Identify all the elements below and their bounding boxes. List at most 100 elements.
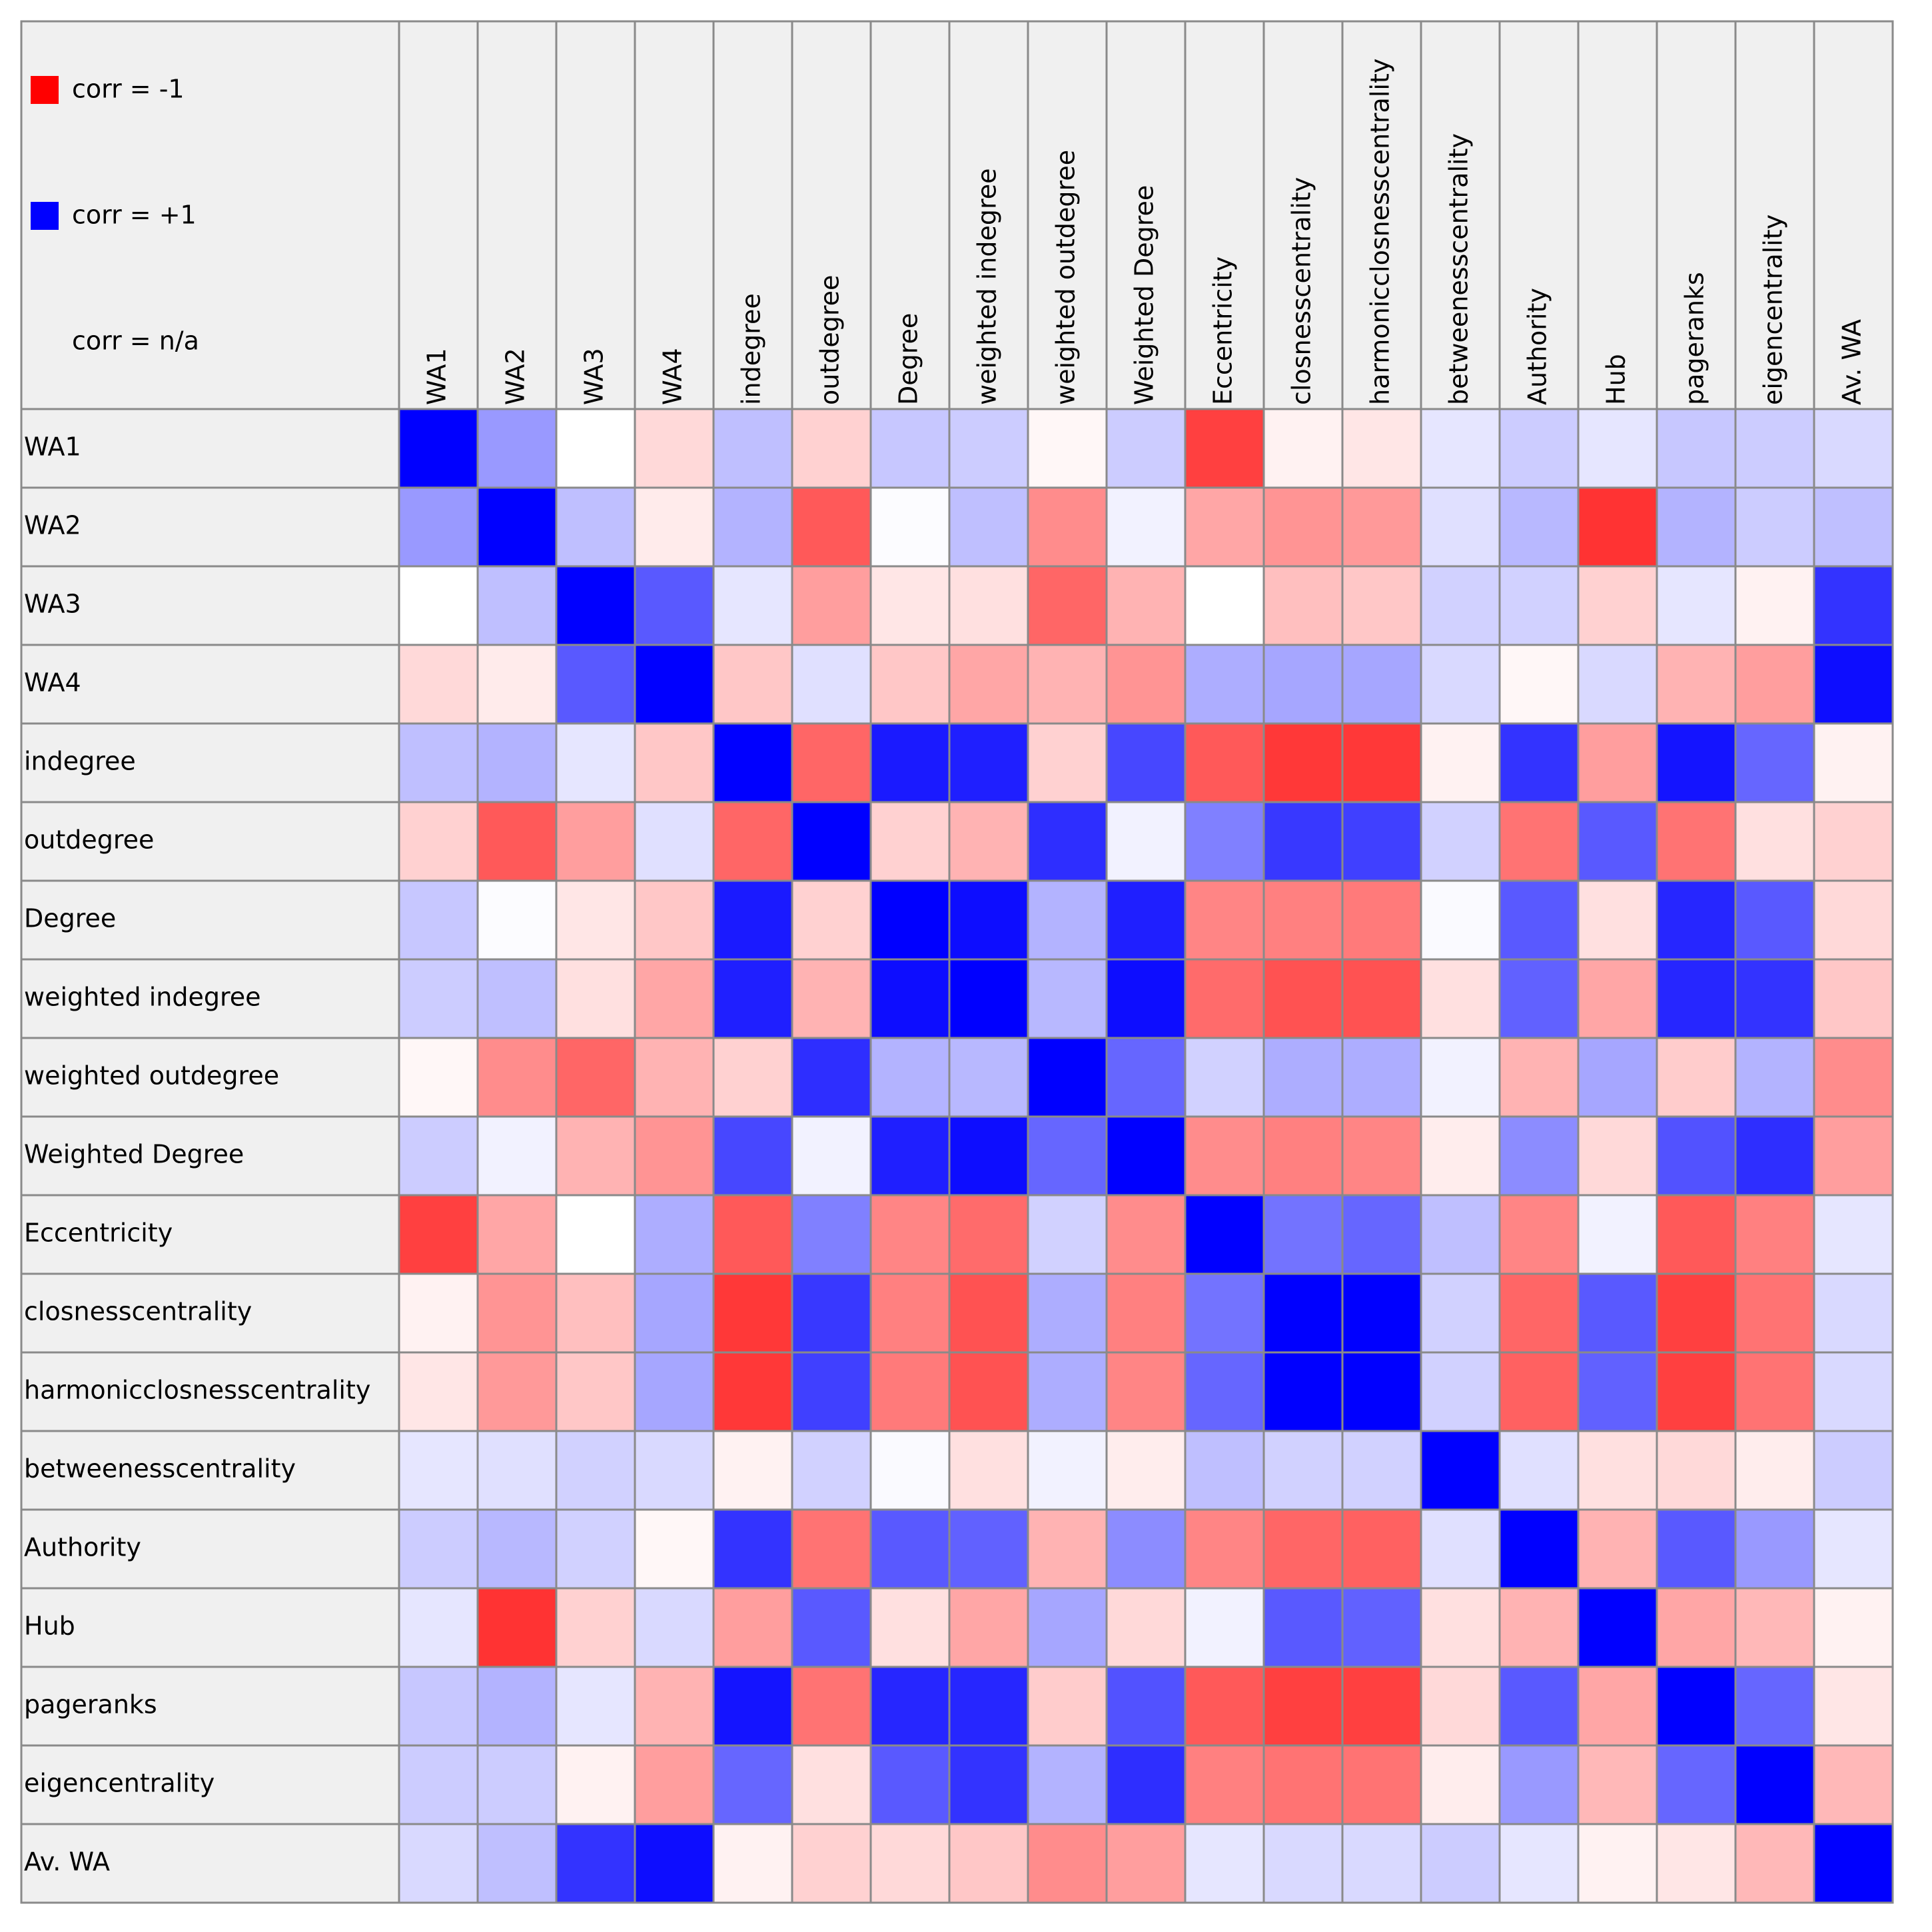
- heatmap-cell: [1813, 1508, 1894, 1590]
- heatmap-cell: [398, 1351, 479, 1432]
- heatmap-cell: [1420, 644, 1501, 725]
- heatmap-cell: [1105, 1115, 1187, 1197]
- heatmap-cell: [1498, 408, 1580, 489]
- heatmap-cell: [555, 644, 636, 725]
- heatmap-cell: [869, 1587, 951, 1668]
- heatmap-cell: [948, 1587, 1029, 1668]
- heatmap-cell: [1341, 1666, 1422, 1747]
- heatmap-cell: [1341, 1037, 1422, 1118]
- heatmap-cell: [1027, 1272, 1108, 1354]
- heatmap-cell: [398, 1587, 479, 1668]
- heatmap-cell: [1262, 1430, 1344, 1511]
- heatmap-cell: [1184, 1430, 1265, 1511]
- legend-label: corr = +1: [72, 201, 197, 230]
- heatmap-cell: [1813, 801, 1894, 882]
- heatmap-cell: [1813, 1823, 1894, 1904]
- heatmap-cell: [1027, 486, 1108, 568]
- heatmap-cell: [634, 565, 715, 646]
- heatmap-cell: [1734, 486, 1815, 568]
- column-header: [1420, 20, 1501, 410]
- heatmap-cell: [948, 722, 1029, 803]
- heatmap-cell: [712, 958, 793, 1039]
- heatmap-cell: [1184, 879, 1265, 961]
- heatmap-cell: [712, 565, 793, 646]
- heatmap-cell: [1262, 1587, 1344, 1668]
- heatmap-cell: [1420, 408, 1501, 489]
- column-label: pageranks: [1680, 272, 1709, 405]
- column-header: [1813, 20, 1894, 410]
- heatmap-cell: [1498, 1587, 1580, 1668]
- heatmap-cell: [791, 722, 872, 803]
- column-label: weighted indegree: [973, 168, 1002, 405]
- heatmap-cell: [1262, 1115, 1344, 1197]
- heatmap-cell: [398, 565, 479, 646]
- heatmap-cell: [476, 1587, 558, 1668]
- heatmap-cell: [1656, 1823, 1737, 1904]
- heatmap-cell: [948, 1194, 1029, 1275]
- heatmap-cell: [634, 1508, 715, 1590]
- column-header: [791, 20, 872, 410]
- heatmap-cell: [948, 1272, 1029, 1354]
- row-label: weighted outdegree: [24, 1061, 279, 1091]
- heatmap-cell: [1577, 801, 1658, 882]
- heatmap-cell: [948, 1037, 1029, 1118]
- heatmap-cell: [712, 879, 793, 961]
- column-header: [1577, 20, 1658, 410]
- heatmap-cell: [555, 801, 636, 882]
- heatmap-cell: [869, 958, 951, 1039]
- heatmap-cell: [869, 1430, 951, 1511]
- row-header: [20, 565, 400, 646]
- heatmap-cell: [1184, 1666, 1265, 1747]
- heatmap-cell: [1341, 879, 1422, 961]
- heatmap-cell: [869, 801, 951, 882]
- heatmap-cell: [1577, 486, 1658, 568]
- column-label: Authority: [1523, 288, 1552, 405]
- heatmap-cell: [1262, 1744, 1344, 1825]
- heatmap-cell: [1656, 644, 1737, 725]
- heatmap-cell: [1184, 644, 1265, 725]
- heatmap-cell: [1420, 486, 1501, 568]
- heatmap-cell: [1734, 1194, 1815, 1275]
- heatmap-cell: [1184, 1508, 1265, 1590]
- heatmap-cell: [1734, 1351, 1815, 1432]
- row-label: indegree: [24, 747, 136, 776]
- heatmap-cell: [1813, 722, 1894, 803]
- heatmap-cell: [398, 1115, 479, 1197]
- heatmap-cell: [948, 565, 1029, 646]
- row-label: WA1: [24, 432, 81, 462]
- row-label: betweenesscentrality: [24, 1454, 296, 1484]
- heatmap-cell: [791, 1744, 872, 1825]
- heatmap-cell: [1734, 801, 1815, 882]
- heatmap-cell: [1420, 722, 1501, 803]
- row-label: eigencentrality: [24, 1769, 215, 1798]
- heatmap-cell: [1420, 1430, 1501, 1511]
- heatmap-cell: [791, 1587, 872, 1668]
- heatmap-cell: [791, 486, 872, 568]
- legend-swatch: [31, 76, 59, 104]
- heatmap-cell: [1498, 1194, 1580, 1275]
- heatmap-cell: [1420, 1351, 1501, 1432]
- heatmap-cell: [1341, 1744, 1422, 1825]
- heatmap-cell: [1813, 958, 1894, 1039]
- heatmap-cell: [791, 1823, 872, 1904]
- heatmap-cell: [1577, 408, 1658, 489]
- heatmap-cell: [869, 1351, 951, 1432]
- heatmap-cell: [555, 722, 636, 803]
- row-header: [20, 879, 400, 961]
- heatmap-cell: [1498, 1744, 1580, 1825]
- heatmap-cell: [634, 1037, 715, 1118]
- heatmap-cell: [1734, 644, 1815, 725]
- heatmap-cell: [712, 1115, 793, 1197]
- heatmap-cell: [1184, 1587, 1265, 1668]
- row-label: closnesscentrality: [24, 1297, 252, 1326]
- heatmap-cell: [1498, 1508, 1580, 1590]
- heatmap-cell: [1262, 1508, 1344, 1590]
- row-label: outdegree: [24, 825, 154, 855]
- heatmap-cell: [1734, 1666, 1815, 1747]
- heatmap-cell: [712, 1744, 793, 1825]
- heatmap-cell: [1105, 1744, 1187, 1825]
- heatmap-cell: [398, 1272, 479, 1354]
- heatmap-cell: [712, 1194, 793, 1275]
- column-header: [555, 20, 636, 410]
- column-header: [712, 20, 793, 410]
